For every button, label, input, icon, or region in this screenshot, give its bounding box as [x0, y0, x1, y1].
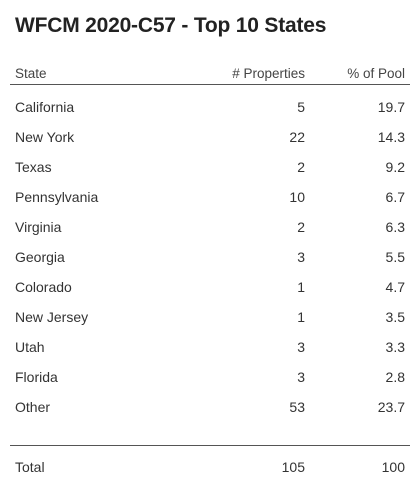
total-label: Total: [15, 459, 45, 475]
row-pct: 9.2: [385, 159, 405, 175]
row-state: Utah: [15, 339, 45, 355]
row-state: New York: [15, 129, 75, 145]
row-state: New Jersey: [15, 309, 89, 325]
row-pct: 2.8: [385, 369, 405, 385]
table-row: Other 53 23.7: [10, 392, 410, 422]
row-state: Virginia: [15, 219, 62, 235]
row-pct: 6.3: [385, 219, 405, 235]
header-state: State: [15, 66, 47, 81]
row-properties: 2: [297, 159, 305, 175]
total-row: Total 105 100: [10, 452, 410, 482]
table-header-row: State # Properties % of Pool: [10, 62, 410, 85]
table-row: California 5 19.7: [10, 92, 410, 122]
row-pct: 5.5: [385, 249, 405, 265]
row-pct: 4.7: [385, 279, 405, 295]
row-pct: 6.7: [385, 189, 405, 205]
table-row: Pennsylvania 10 6.7: [10, 182, 410, 212]
states-table: State # Properties % of Pool California …: [10, 62, 410, 422]
table-row: New York 22 14.3: [10, 122, 410, 152]
row-properties: 1: [297, 279, 305, 295]
row-state: Georgia: [15, 249, 65, 265]
row-state: California: [15, 99, 75, 115]
total-properties: 105: [281, 459, 305, 475]
row-properties: 3: [297, 249, 305, 265]
row-pct: 14.3: [377, 129, 405, 145]
table-body: California 5 19.7 New York 22 14.3 Texas…: [10, 92, 410, 422]
table-row: Florida 3 2.8: [10, 362, 410, 392]
table-row: Colorado 1 4.7: [10, 272, 410, 302]
table-row: Utah 3 3.3: [10, 332, 410, 362]
row-pct: 3.5: [385, 309, 405, 325]
row-properties: 10: [289, 189, 305, 205]
row-pct: 3.3: [385, 339, 405, 355]
row-state: Other: [15, 399, 51, 415]
header-pct-of-pool: % of Pool: [347, 66, 405, 81]
header-properties: # Properties: [232, 66, 305, 81]
table-row: Texas 2 9.2: [10, 152, 410, 182]
row-pct: 19.7: [377, 99, 405, 115]
table-row: Virginia 2 6.3: [10, 212, 410, 242]
row-state: Pennsylvania: [15, 189, 99, 205]
total-divider: [10, 445, 410, 446]
row-state: Texas: [15, 159, 52, 175]
row-properties: 53: [289, 399, 305, 415]
row-state: Colorado: [15, 279, 72, 295]
page-title: WFCM 2020-C57 - Top 10 States: [15, 14, 327, 37]
table-row: Georgia 3 5.5: [10, 242, 410, 272]
row-state: Florida: [15, 369, 58, 385]
row-properties: 3: [297, 369, 305, 385]
row-properties: 22: [289, 129, 305, 145]
row-properties: 5: [297, 99, 305, 115]
row-properties: 2: [297, 219, 305, 235]
row-properties: 3: [297, 339, 305, 355]
row-properties: 1: [297, 309, 305, 325]
total-pct: 100: [381, 459, 405, 475]
row-pct: 23.7: [377, 399, 405, 415]
table-row: New Jersey 1 3.5: [10, 302, 410, 332]
